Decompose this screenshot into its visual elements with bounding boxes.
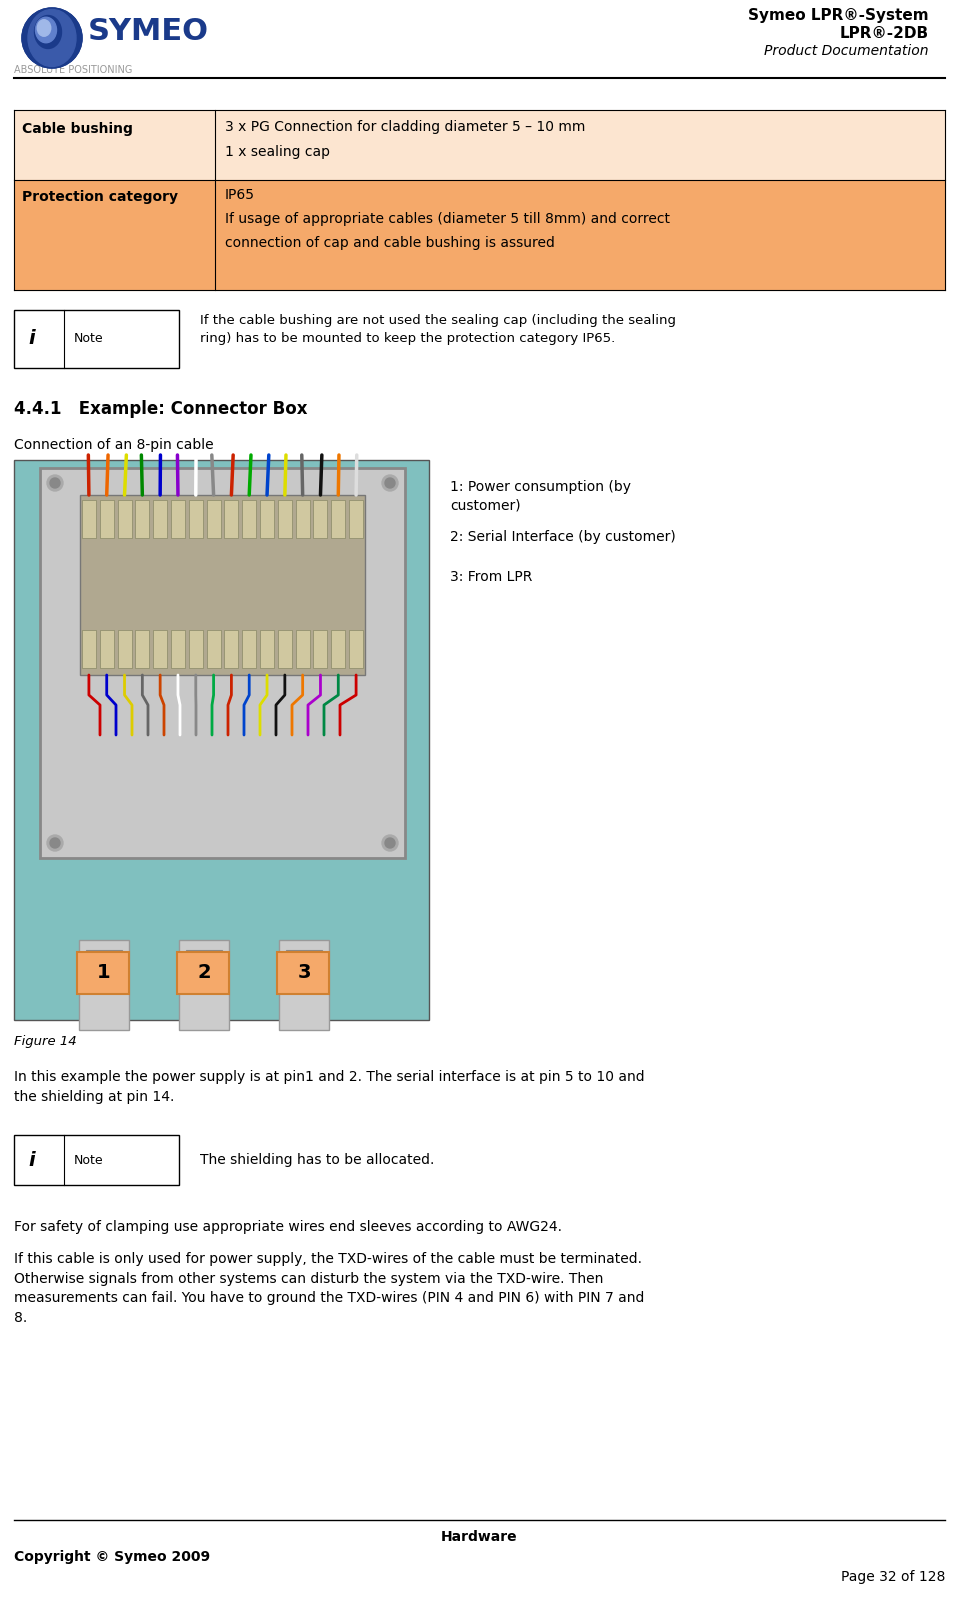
Bar [171,630,185,668]
Ellipse shape [35,18,57,43]
Text: i: i [29,329,35,348]
Bar [82,630,96,668]
Text: Copyright © Symeo 2009: Copyright © Symeo 2009 [14,1550,210,1564]
Bar [177,952,229,994]
Bar [331,630,345,668]
Text: i: i [29,1151,35,1170]
Text: If the cable bushing are not used the sealing cap (including the sealing
ring) h: If the cable bushing are not used the se… [200,313,676,345]
Bar [206,500,221,539]
Bar [286,949,322,991]
Text: If this cable is only used for power supply, the TXD-wires of the cable must be : If this cable is only used for power sup… [14,1251,644,1325]
Bar [189,500,202,539]
Text: 3 x PG Connection for cladding diameter 5 – 10 mm: 3 x PG Connection for cladding diameter … [225,120,585,134]
Bar [295,500,310,539]
Text: If usage of appropriate cables (diameter 5 till 8mm) and correct: If usage of appropriate cables (diameter… [225,213,670,225]
Text: ABSOLUTE POSITIONING: ABSOLUTE POSITIONING [14,66,132,75]
Bar [186,949,222,991]
Bar [40,468,405,858]
Bar [77,952,129,994]
Text: Cable bushing: Cable bushing [22,121,133,136]
Bar [153,630,167,668]
Text: Symeo LPR®-System: Symeo LPR®-System [748,8,929,22]
Bar [260,630,274,668]
Bar [314,630,327,668]
Bar [135,500,150,539]
Text: 3: 3 [297,964,311,983]
Text: Page 32 of 128: Page 32 of 128 [841,1569,945,1584]
Bar [14,460,429,1020]
Text: connection of cap and cable bushing is assured: connection of cap and cable bushing is a… [225,237,555,249]
Bar [14,110,945,181]
Bar [189,630,202,668]
Circle shape [22,8,82,69]
Bar [206,630,221,668]
Text: LPR®-2DB: LPR®-2DB [840,26,929,42]
Bar [79,940,129,1031]
Bar [118,630,131,668]
Text: The shielding has to be allocated.: The shielding has to be allocated. [200,1154,434,1167]
Text: In this example the power supply is at pin1 and 2. The serial interface is at pi: In this example the power supply is at p… [14,1071,644,1104]
Bar [14,310,179,368]
Bar [118,500,131,539]
Bar [14,1135,179,1186]
Bar [80,495,365,674]
Circle shape [50,478,60,487]
Text: Note: Note [74,332,104,345]
Text: 1: Power consumption (by
customer): 1: Power consumption (by customer) [450,479,631,513]
Bar [100,630,114,668]
Bar [277,952,329,994]
Bar [179,940,229,1031]
Ellipse shape [37,19,51,37]
Bar [153,500,167,539]
Bar [295,630,310,668]
Bar [243,500,256,539]
Text: 3: From LPR: 3: From LPR [450,570,532,583]
Text: 1 x sealing cap: 1 x sealing cap [225,145,330,158]
Bar [331,500,345,539]
Text: 1: 1 [97,964,111,983]
Bar [100,500,114,539]
Text: Hardware: Hardware [441,1529,518,1544]
Bar [279,940,329,1031]
Bar [349,630,363,668]
Text: 4.4.1   Example: Connector Box: 4.4.1 Example: Connector Box [14,400,308,419]
Circle shape [22,8,82,69]
Bar [260,500,274,539]
Bar [243,630,256,668]
Bar [314,500,327,539]
Bar [135,630,150,668]
Circle shape [47,475,63,491]
Text: Figure 14: Figure 14 [14,1036,77,1048]
Circle shape [47,836,63,852]
Text: 2: Serial Interface (by customer): 2: Serial Interface (by customer) [450,531,676,543]
Circle shape [385,478,395,487]
Text: Connection of an 8-pin cable: Connection of an 8-pin cable [14,438,214,452]
Bar [82,500,96,539]
Text: 2: 2 [198,964,211,983]
Ellipse shape [28,10,76,67]
Bar [14,181,945,289]
Bar [349,500,363,539]
Circle shape [385,837,395,849]
Text: Protection category: Protection category [22,190,178,205]
Ellipse shape [31,13,69,58]
Text: Note: Note [74,1154,104,1167]
Text: Product Documentation: Product Documentation [764,45,929,58]
Bar [171,500,185,539]
Bar [278,630,292,668]
Circle shape [382,836,398,852]
Text: For safety of clamping use appropriate wires end sleeves according to AWG24.: For safety of clamping use appropriate w… [14,1219,562,1234]
Text: SYMEO: SYMEO [88,18,209,46]
Circle shape [50,837,60,849]
Ellipse shape [35,16,61,48]
Bar [224,500,239,539]
Bar [278,500,292,539]
Bar [86,949,122,991]
Circle shape [382,475,398,491]
Text: IP65: IP65 [225,189,255,201]
Bar [224,630,239,668]
